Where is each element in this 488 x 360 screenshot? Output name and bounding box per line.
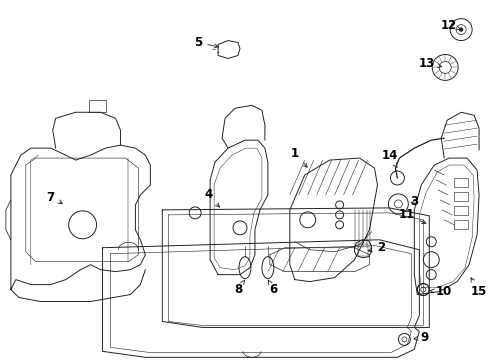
Text: 12: 12	[440, 19, 460, 32]
Text: 14: 14	[381, 149, 397, 167]
Text: 10: 10	[429, 285, 451, 298]
Text: 5: 5	[194, 36, 218, 49]
Circle shape	[459, 28, 462, 31]
Text: 9: 9	[413, 331, 427, 344]
Text: 3: 3	[409, 195, 418, 208]
Text: 8: 8	[233, 280, 244, 296]
Text: 2: 2	[367, 241, 385, 254]
Text: 6: 6	[267, 280, 277, 296]
Bar	[453, 206, 467, 215]
Text: 13: 13	[418, 57, 441, 70]
Text: 4: 4	[203, 188, 219, 207]
Bar	[453, 178, 467, 187]
Text: 15: 15	[470, 278, 486, 298]
Bar	[453, 192, 467, 201]
Bar	[453, 220, 467, 229]
Text: 7: 7	[46, 192, 62, 204]
Text: 11: 11	[397, 208, 425, 224]
Text: 1: 1	[290, 147, 306, 167]
